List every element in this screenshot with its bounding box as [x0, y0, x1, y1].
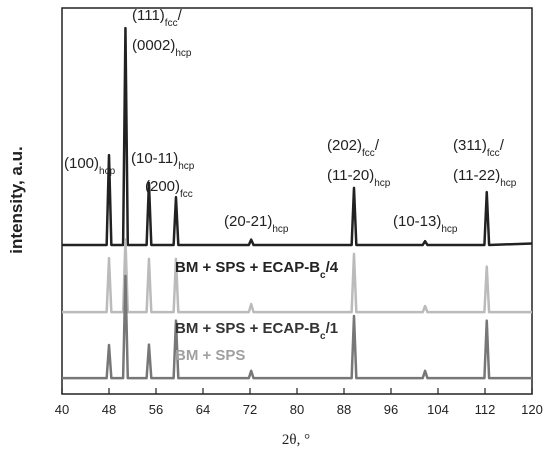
label-part: (10-11) [131, 150, 178, 167]
x-tick-label: 120 [521, 402, 543, 417]
label-part: (202) [327, 137, 362, 154]
subscript: fcc [165, 18, 178, 29]
label-part: (11-22) [453, 167, 500, 184]
subscript: c [320, 270, 326, 281]
label-part: (11-20) [327, 167, 374, 184]
label-text: (202)fcc/ [327, 137, 380, 159]
subscript: hcp [500, 178, 517, 189]
label-text: BM + SPS + ECAP-Bc/1 [175, 320, 338, 342]
subscript: hcp [374, 178, 391, 189]
label-text: (20-21)hcp [224, 213, 289, 235]
label-part: (311) [453, 137, 487, 154]
subscript: hcp [178, 161, 195, 172]
label-text: (0002)hcp [132, 37, 192, 59]
x-tick-label: 64 [196, 402, 210, 417]
subscript: hcp [441, 224, 458, 235]
series-line [62, 274, 532, 380]
x-tick-label: 40 [55, 402, 69, 417]
label-part: / [178, 7, 183, 24]
x-tick-label: 88 [337, 402, 351, 417]
subscript: fcc [487, 148, 500, 159]
label-part: /4 [326, 259, 339, 276]
label-part: (20-21) [224, 213, 272, 230]
x-tick-label: 48 [102, 402, 116, 417]
label-text: (11-22)hcp [453, 167, 517, 189]
label-part: (100) [64, 155, 99, 172]
label-part: (0002) [132, 37, 175, 54]
label-text: (200)fcc [145, 178, 193, 200]
subscript: hcp [272, 224, 289, 235]
label-text: (11-20)hcp [327, 167, 391, 189]
x-tick-label: 56 [149, 402, 163, 417]
label-part: (200) [145, 178, 180, 195]
subscript: hcp [99, 166, 116, 177]
label-text: BM + SPS [175, 347, 245, 364]
label-text: (10-13)hcp [393, 213, 458, 235]
subscript: hcp [175, 48, 192, 59]
label-text: BM + SPS + ECAP-Bc/4 [175, 259, 339, 281]
subscript: fcc [180, 189, 193, 200]
label-text: (111)fcc/ [132, 7, 183, 29]
label-part: (10-13) [393, 213, 441, 230]
series-line [62, 238, 532, 314]
label-text: (10-11)hcp [131, 150, 195, 172]
x-tick-label: 112 [475, 402, 496, 417]
label-part: / [500, 137, 505, 154]
x-tick-label: 104 [427, 402, 449, 417]
label-part: (111) [132, 7, 165, 24]
label-part: BM + SPS [175, 347, 245, 364]
series-line [62, 26, 533, 247]
label-part: BM + SPS + ECAP-B [175, 259, 320, 276]
x-tick-label: 96 [384, 402, 398, 417]
label-text: (100)hcp [64, 155, 116, 177]
label-part: / [375, 137, 380, 154]
y-axis-label: intensity, a.u. [7, 146, 26, 253]
subscript: fcc [362, 148, 375, 159]
label-part: /1 [326, 320, 339, 337]
label-text: (311)fcc/ [453, 137, 505, 159]
subscript: c [320, 331, 326, 342]
label-part: BM + SPS + ECAP-B [175, 320, 320, 337]
x-axis-label: 2θ, ° [282, 432, 310, 448]
x-tick-label: 72 [243, 402, 257, 417]
x-tick-label: 80 [290, 402, 304, 417]
